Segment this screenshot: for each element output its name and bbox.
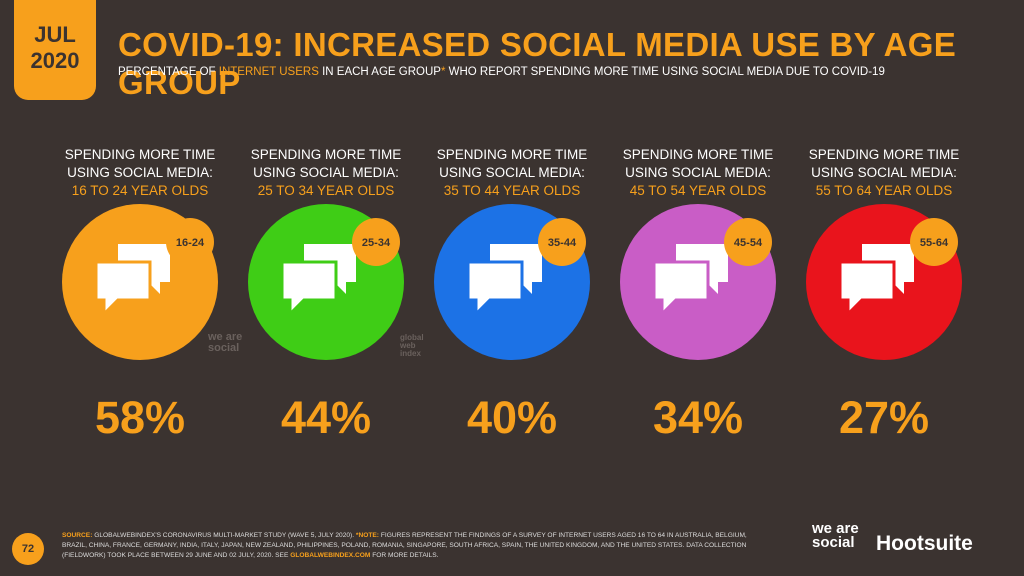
value: 44% <box>280 392 372 443</box>
label-line: 25 TO 34 YEAR OLDS <box>257 183 395 198</box>
asterisk: * <box>440 66 446 78</box>
badge-label: 16-24 <box>176 237 205 249</box>
label-line: SPENDING MORE TIME <box>622 147 774 162</box>
title: COVID-19: INCREASED SOCIAL MEDIA USE BY … <box>118 26 957 101</box>
logo-hootsuite: Hootsuite <box>876 532 973 555</box>
watermark: global web index <box>400 333 424 358</box>
label-line: USING SOCIAL MEDIA: <box>439 165 585 180</box>
column-label: SPENDING MORE TIME USING SOCIAL MEDIA: 35 … <box>422 146 602 200</box>
column-label: SPENDING MORE TIME USING SOCIAL MEDIA: 45 … <box>608 146 788 200</box>
subtitle-part: IN EACH AGE GROUP <box>322 66 441 78</box>
chat-icon <box>94 244 170 318</box>
note-label: *NOTE: <box>355 532 379 539</box>
year: 2020 <box>30 48 80 73</box>
note-tail: FOR MORE DETAILS. <box>372 552 439 559</box>
label-line: SPENDING MORE TIME <box>808 147 960 162</box>
badge-label: 55-64 <box>920 237 949 249</box>
label-line: USING SOCIAL MEDIA: <box>67 165 213 180</box>
label-line: USING SOCIAL MEDIA: <box>625 165 771 180</box>
column-label: SPENDING MORE TIME USING SOCIAL MEDIA: 55 … <box>794 146 974 200</box>
badge-label: 35-44 <box>548 237 577 249</box>
link[interactable]: GLOBALWEBINDEX.COM <box>290 552 371 559</box>
badge-label: 45-54 <box>734 237 763 249</box>
chat-icon <box>466 244 542 318</box>
chat-icon <box>838 244 914 318</box>
subtitle-part: WHO REPORT SPENDING MORE TIME USING SOCI… <box>448 66 885 78</box>
badge <box>352 218 400 266</box>
value: 40% <box>466 392 558 443</box>
column-label: SPENDING MORE TIME USING SOCIAL MEDIA: 25 … <box>236 146 416 200</box>
chat-icon <box>652 244 728 318</box>
bubble-front <box>280 260 338 318</box>
value: 58% <box>94 392 186 443</box>
value: 34% <box>652 392 744 443</box>
label-line: SPENDING MORE TIME <box>250 147 402 162</box>
label-line: 35 TO 44 YEAR OLDS <box>443 183 581 198</box>
chat-icon <box>280 244 356 318</box>
bubble-front <box>466 260 524 318</box>
page-number: 72 <box>12 533 44 565</box>
badge <box>910 218 958 266</box>
badge <box>538 218 586 266</box>
label-line: SPENDING MORE TIME <box>64 147 216 162</box>
value: 27% <box>838 392 930 443</box>
subtitle-part: PERCENTAGE OF <box>118 66 216 78</box>
label-line: USING SOCIAL MEDIA: <box>811 165 957 180</box>
badge-label: 25-34 <box>362 237 391 249</box>
source-text: GLOBALWEBINDEX'S CORONAVIRUS MULTI-MARKE… <box>94 532 355 539</box>
note-text: FIGURES REPRESENT THE FINDINGS OF A SURV… <box>62 532 747 559</box>
column-label: SPENDING MORE TIME USING SOCIAL MEDIA: 16 … <box>50 146 230 200</box>
bubble-front <box>94 260 152 318</box>
subtitle-highlight: INTERNET USERS <box>218 66 319 78</box>
label-line: 55 TO 64 YEAR OLDS <box>815 183 953 198</box>
badge <box>166 218 214 266</box>
label-line: 45 TO 54 YEAR OLDS <box>629 183 767 198</box>
watermark: we are social <box>208 331 243 354</box>
logo-we-are-social: we are social <box>812 520 859 551</box>
source-label: SOURCE: <box>62 532 93 539</box>
date-tab: JUL 2020 <box>14 0 96 100</box>
label-line: 16 TO 24 YEAR OLDS <box>71 183 209 198</box>
bubble-front <box>652 260 710 318</box>
month: JUL <box>34 22 76 47</box>
subtitle: PERCENTAGE OF INTERNET USERS IN EACH AGE… <box>118 66 885 78</box>
badge <box>724 218 772 266</box>
label-line: SPENDING MORE TIME <box>436 147 588 162</box>
bubble-front <box>838 260 896 318</box>
footnote: SOURCE: GLOBALWEBINDEX'S CORONAVIRUS MUL… <box>62 531 772 561</box>
label-line: USING SOCIAL MEDIA: <box>253 165 399 180</box>
